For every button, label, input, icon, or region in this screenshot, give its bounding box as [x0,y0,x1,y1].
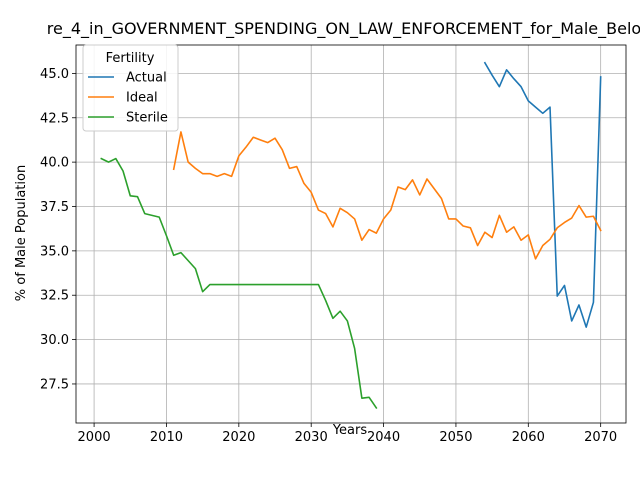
x-axis-label: Years [332,423,368,438]
series-line-ideal [174,132,601,259]
x-tick-label: 2020 [222,430,255,445]
y-tick-label: 37.5 [40,200,69,215]
y-tick-label: 32.5 [40,289,69,304]
chart-title: re_4_in_GOVERNMENT_SPENDING_ON_LAW_ENFOR… [47,19,640,39]
x-tick-label: 2010 [150,430,183,445]
y-tick-label: 40.0 [40,156,69,171]
x-tick-label: 2060 [512,430,545,445]
y-tick-label: 30.0 [40,333,69,348]
x-tick-label: 2040 [367,430,400,445]
x-tick-label: 2070 [584,430,617,445]
legend-title: Fertility [106,51,155,66]
legend-entry-actual: Actual [126,71,167,86]
x-tick-label: 2050 [439,430,472,445]
y-tick-label: 27.5 [40,377,69,392]
y-tick-label: 35.0 [40,244,69,259]
y-tick-label: 45.0 [40,67,69,82]
x-tick-label: 2000 [78,430,111,445]
y-tick-label: 42.5 [40,111,69,126]
y-axis: 27.5 30.0 32.5 35.0 37.5 40.0 42.5 45.0 [40,67,76,393]
legend-entry-sterile: Sterile [126,111,168,126]
y-axis-label: % of Male Population [14,165,29,301]
legend-entry-ideal: Ideal [126,91,158,106]
x-tick-label: 2030 [295,430,328,445]
legend: Fertility Actual Ideal Sterile [83,45,178,131]
series-line-actual [485,63,601,327]
